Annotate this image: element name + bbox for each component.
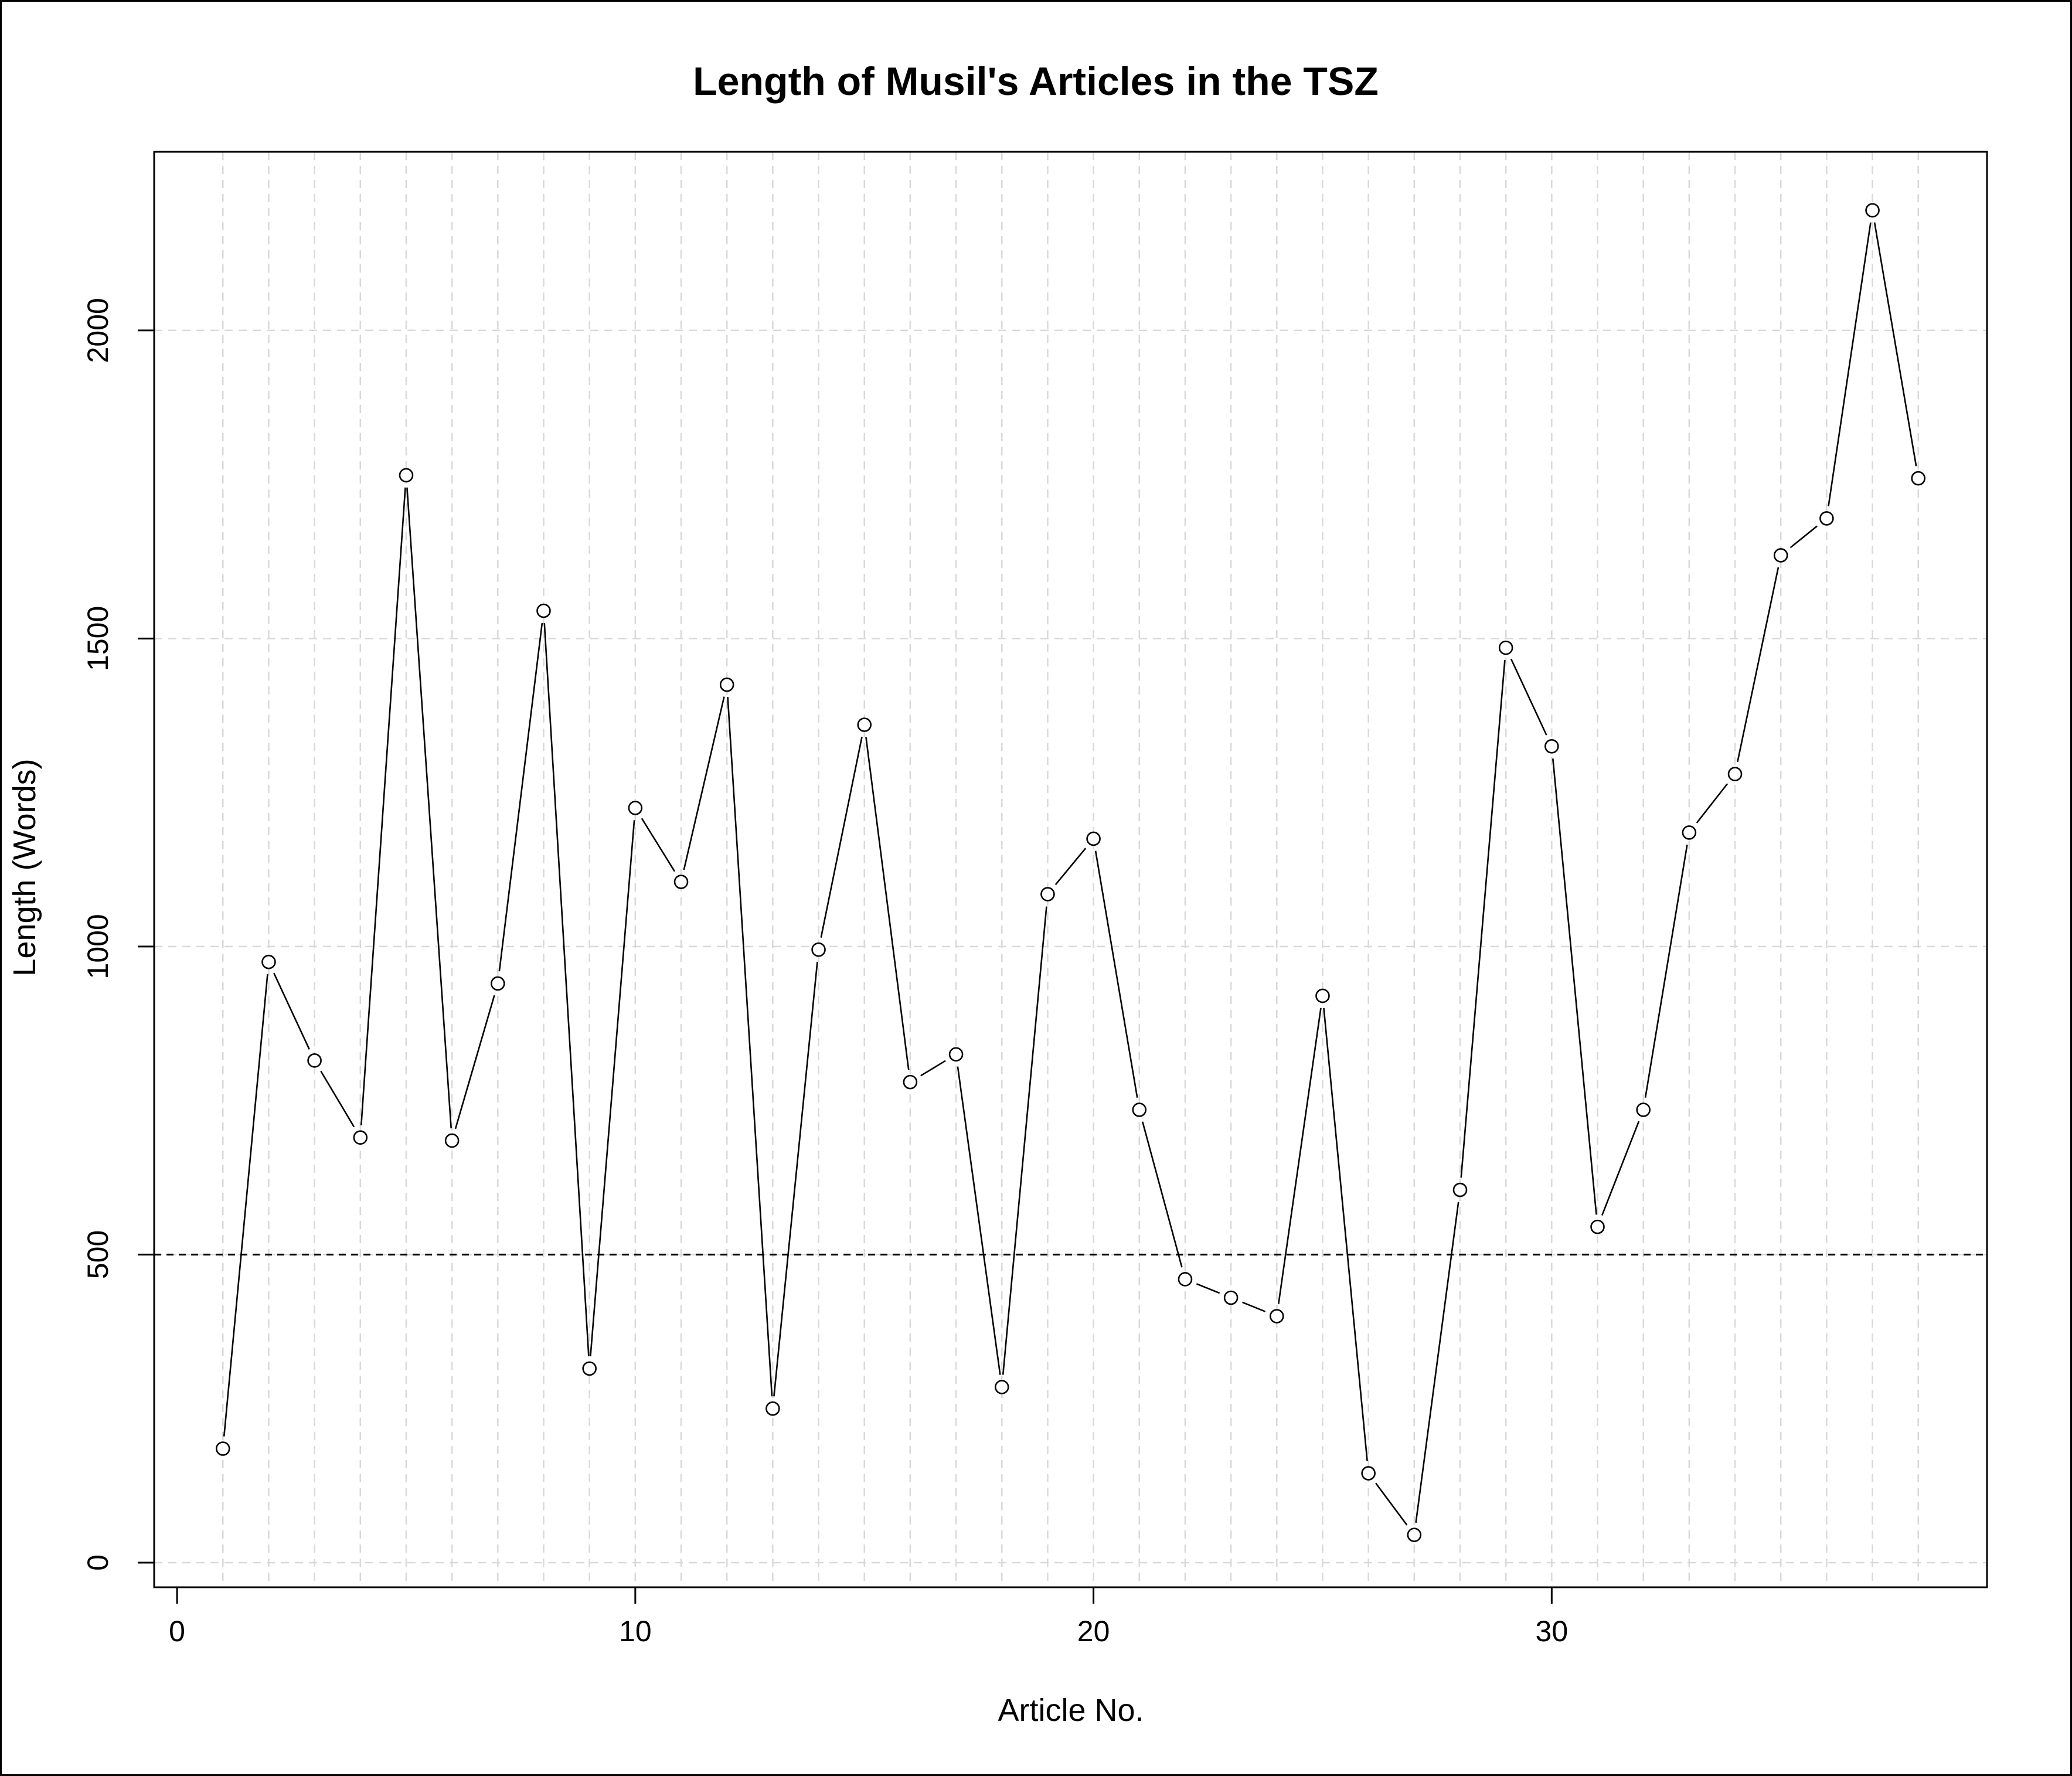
data-point [307, 1053, 322, 1068]
data-point [1315, 988, 1330, 1003]
series-line-segment [1242, 1301, 1266, 1312]
y-tick-label: 2000 [81, 298, 114, 363]
series-line-segment [273, 972, 310, 1050]
series-line-segment [1460, 659, 1506, 1178]
series-line-segment [1789, 525, 1818, 549]
series-line-segment [1094, 850, 1138, 1098]
y-tick-label: 1000 [81, 914, 114, 979]
y-tick-label: 500 [81, 1230, 114, 1279]
x-tick-label: 0 [169, 1615, 185, 1648]
data-point [857, 717, 872, 732]
series-line-segment [865, 737, 910, 1070]
data-point [1544, 739, 1559, 754]
chart-title: Length of Musil's Articles in the TSZ [693, 59, 1379, 104]
series-line-segment [1277, 1008, 1322, 1304]
series-line-segment [920, 1060, 946, 1077]
data-point [1498, 640, 1513, 655]
data-point [1865, 203, 1880, 218]
data-point [1269, 1309, 1284, 1324]
series-line-segment [1141, 1121, 1183, 1268]
y-axis-label: Length (Words) [7, 758, 42, 976]
data-point [1682, 825, 1697, 840]
series-line-segment [1415, 1202, 1459, 1523]
data-point [1636, 1103, 1651, 1117]
series-line-segment [1323, 1008, 1368, 1461]
data-point [1086, 831, 1101, 846]
series-line-segment [223, 974, 268, 1437]
series-line-segment [957, 1066, 1001, 1375]
data-point [1407, 1527, 1422, 1542]
data-point [994, 1380, 1009, 1394]
series-line-segment [454, 995, 495, 1129]
data-point [719, 677, 734, 692]
data-point [948, 1047, 964, 1062]
data-point [628, 801, 643, 815]
data-point [215, 1441, 230, 1456]
y-tick-label: 1500 [81, 606, 114, 671]
y-axis: 0 500 1000 1500 2000 [81, 298, 155, 1571]
series-line-segment [1696, 783, 1729, 824]
data-series [215, 203, 1926, 1542]
x-axis: 0 10 20 30 [169, 1586, 1569, 1648]
data-point [1040, 887, 1055, 901]
series-line-segment [406, 487, 452, 1129]
data-point [765, 1401, 780, 1416]
series-line-segment [683, 696, 725, 870]
y-tick-label: 0 [81, 1554, 114, 1571]
series-line-segment [498, 622, 543, 972]
x-axis-label: Article No. [998, 1693, 1144, 1728]
data-point [1223, 1290, 1239, 1305]
series-line-segment [1828, 222, 1872, 506]
data-point [811, 942, 826, 957]
x-tick-label: 20 [1077, 1615, 1110, 1648]
data-point [261, 954, 276, 969]
data-point [536, 603, 551, 618]
data-point [353, 1130, 368, 1145]
data-point [1452, 1182, 1468, 1197]
series-line-segment [1873, 222, 1917, 467]
series-line-segment [1375, 1482, 1408, 1526]
data-point [1727, 767, 1743, 781]
series-line-segment [360, 487, 406, 1125]
series-line-segment [543, 622, 590, 1356]
x-tick-label: 10 [619, 1615, 652, 1648]
x-tick-label: 30 [1536, 1615, 1569, 1648]
data-point [1773, 548, 1788, 563]
series-line-segment [1510, 658, 1547, 736]
data-point [1590, 1219, 1605, 1234]
series-line-segment [1002, 906, 1047, 1375]
data-point [582, 1361, 597, 1376]
data-point [1178, 1272, 1193, 1287]
series-line-segment [641, 818, 676, 872]
data-point [444, 1133, 460, 1148]
series-line-segment [1737, 567, 1780, 763]
data-point [673, 875, 689, 889]
data-point [903, 1074, 918, 1090]
series-line-segment [1196, 1283, 1220, 1294]
data-point [491, 976, 505, 991]
series-line-segment [1054, 848, 1087, 886]
series-line-segment [1644, 844, 1688, 1098]
data-point [1361, 1466, 1376, 1481]
data-point [1911, 471, 1926, 486]
data-point [399, 468, 414, 483]
series-line-segment [773, 961, 818, 1397]
data-point [1819, 511, 1834, 526]
series-line-segment [1552, 758, 1597, 1215]
data-point [1132, 1103, 1147, 1117]
series-line-segment [727, 697, 773, 1397]
series-line-segment [320, 1070, 355, 1128]
series-line-segment [590, 820, 635, 1357]
series-line-segment [1601, 1121, 1640, 1216]
series-line-segment [820, 736, 863, 938]
